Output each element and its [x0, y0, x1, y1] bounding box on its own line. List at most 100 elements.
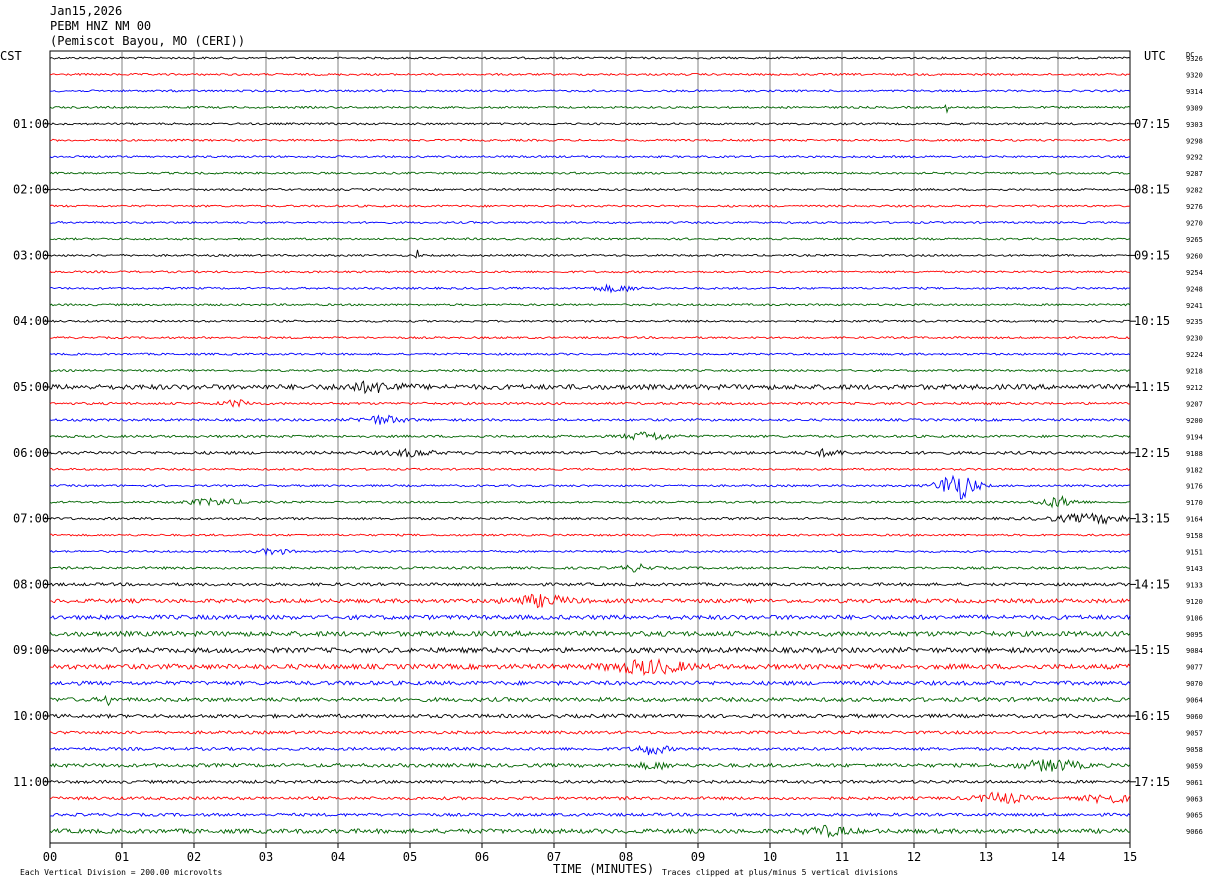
x-tick-label: 08 [619, 850, 633, 864]
seismic-trace [49, 414, 1131, 426]
dc-value-label: 9133 [1186, 581, 1203, 589]
dc-value-label: 9060 [1186, 713, 1203, 721]
seismic-trace [49, 495, 1131, 509]
utc-time-label: 14:15 [1134, 577, 1170, 591]
utc-time-label: 10:15 [1134, 314, 1170, 328]
dc-value-label: 9200 [1186, 417, 1203, 425]
dc-value-label: 9064 [1186, 697, 1203, 705]
cst-time-label: 07:00 [13, 512, 49, 526]
cst-time-label: 06:00 [13, 446, 49, 460]
dc-value-label: 9164 [1186, 516, 1203, 524]
dc-value-label: 9095 [1186, 631, 1203, 639]
dc-value-label: 9061 [1186, 779, 1203, 787]
location-label: (Pemiscot Bayou, MO (CERI)) [50, 34, 246, 48]
seismic-trace [49, 779, 1131, 785]
cst-time-label: 11:00 [13, 775, 49, 789]
dc-value-label: 9218 [1186, 368, 1203, 376]
dc-value-label: 9224 [1186, 351, 1203, 359]
grid [49, 50, 1131, 844]
seismic-trace [49, 630, 1131, 638]
dc-value-label: 9303 [1186, 121, 1203, 129]
cst-time-label: 02:00 [13, 183, 49, 197]
dc-value-label: 9063 [1186, 795, 1203, 803]
seismic-trace [49, 380, 1131, 395]
seismic-trace [49, 533, 1131, 537]
seismic-trace [49, 399, 1131, 408]
seismic-trace [49, 730, 1131, 735]
dc-value-label: 9314 [1186, 88, 1203, 96]
dc-value-label: 9084 [1186, 647, 1203, 655]
x-tick-label: 13 [979, 850, 993, 864]
cst-time-label: 09:00 [13, 643, 49, 657]
utc-time-label: 12:15 [1134, 446, 1170, 460]
dc-value-label: 9143 [1186, 565, 1203, 573]
date-label: Jan15,2026 [50, 4, 123, 18]
seismic-trace [49, 694, 1131, 707]
x-tick-label: 10 [763, 850, 777, 864]
seismic-trace [49, 237, 1131, 241]
utc-axis-label: UTC [1144, 49, 1166, 63]
seismic-trace [49, 431, 1131, 441]
footer-left-note: Each Vertical Division = 200.00 microvol… [20, 868, 222, 877]
dc-label: DC [1186, 51, 1194, 59]
seismic-trace [49, 658, 1131, 676]
seismic-trace [49, 447, 1131, 459]
x-tick-label: 04 [331, 850, 345, 864]
seismic-trace [49, 759, 1131, 772]
dc-value-label: 9292 [1186, 154, 1203, 162]
x-tick-label: 11 [835, 850, 849, 864]
seismic-trace [49, 824, 1131, 839]
seismic-trace [49, 812, 1131, 818]
utc-time-label: 07:15 [1134, 117, 1170, 131]
dc-value-label: 9188 [1186, 450, 1203, 458]
dc-value-label: 9066 [1186, 828, 1203, 836]
dc-value-label: 9254 [1186, 269, 1203, 277]
utc-time-label: 09:15 [1134, 248, 1170, 262]
dc-value-label: 9241 [1186, 302, 1203, 310]
cst-time-label: 08:00 [13, 577, 49, 591]
dc-value-label: 9270 [1186, 220, 1203, 228]
seismic-trace [49, 512, 1131, 526]
seismic-trace [49, 155, 1131, 159]
utc-time-label: 11:15 [1134, 380, 1170, 394]
seismic-trace [49, 791, 1131, 805]
seismic-trace [49, 104, 1131, 114]
seismic-trace [49, 72, 1131, 77]
seismic-trace [49, 713, 1131, 719]
seismic-trace [49, 270, 1131, 274]
dc-value-label: 9058 [1186, 746, 1203, 754]
utc-time-label: 15:15 [1134, 643, 1170, 657]
seismic-trace [49, 547, 1131, 557]
dc-value-label: 9235 [1186, 318, 1203, 326]
x-tick-label: 05 [403, 850, 417, 864]
seismic-trace [49, 474, 1131, 500]
dc-value-label: 9248 [1186, 285, 1203, 293]
dc-value-label: 9212 [1186, 384, 1203, 392]
x-tick-label: 14 [1051, 850, 1065, 864]
traces [49, 56, 1131, 839]
cst-time-label: 05:00 [13, 380, 49, 394]
seismic-trace [49, 283, 1131, 294]
dc-value-label: 9065 [1186, 812, 1203, 820]
x-tick-label: 06 [475, 850, 489, 864]
cst-axis-label: CST [0, 49, 22, 63]
x-tick-label: 02 [187, 850, 201, 864]
dc-value-label: 9194 [1186, 433, 1203, 441]
utc-time-label: 13:15 [1134, 512, 1170, 526]
seismic-trace [49, 744, 1131, 756]
cst-time-label: 01:00 [13, 117, 49, 131]
plot-header: Jan15,2026 PEBM HNZ NM 00 (Pemiscot Bayo… [50, 4, 245, 49]
x-tick-label: 07 [547, 850, 561, 864]
dc-value-label: 9265 [1186, 236, 1203, 244]
utc-time-label: 08:15 [1134, 183, 1170, 197]
seismic-trace [49, 171, 1131, 175]
dc-value-label: 9158 [1186, 532, 1203, 540]
cst-time-label: 03:00 [13, 248, 49, 262]
seismic-trace [49, 614, 1131, 621]
dc-value-label: 9070 [1186, 680, 1203, 688]
seismic-trace [49, 352, 1131, 356]
dc-value-label: 9230 [1186, 335, 1203, 343]
x-tick-label: 12 [907, 850, 921, 864]
dc-value-label: 9106 [1186, 614, 1203, 622]
